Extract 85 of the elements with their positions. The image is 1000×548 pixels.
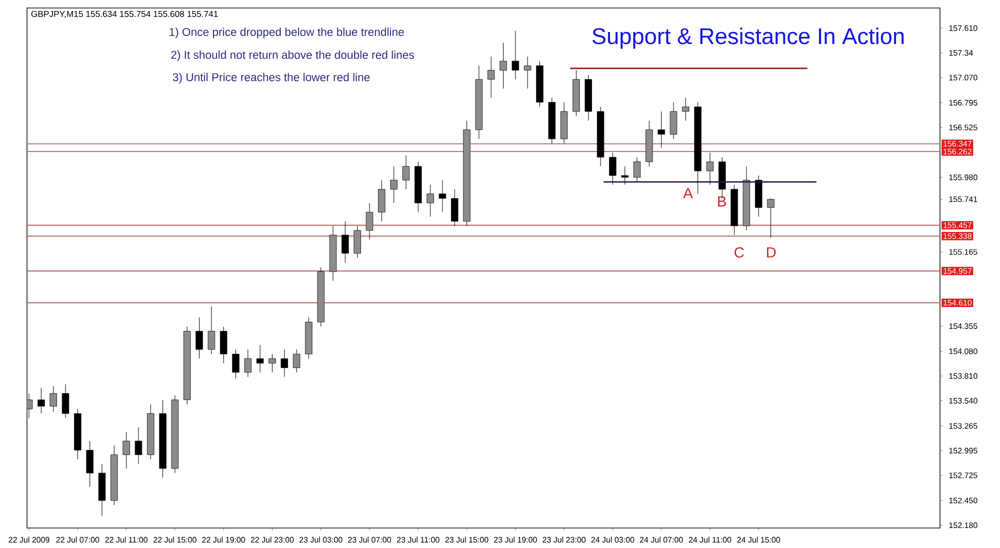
ref-line-label: 156.262: [944, 148, 972, 154]
ref-line-label: 154.957: [944, 268, 972, 274]
x-tick-label: 24 Jul 15:00: [737, 536, 780, 543]
text: Support & Resistance In Action: [592, 28, 904, 49]
y-tick-label: 153.810: [949, 373, 978, 379]
candlestick: [354, 226, 361, 258]
candlestick: [378, 180, 386, 222]
candlestick: [256, 344, 264, 373]
candlestick: [682, 97, 690, 121]
y-tick-label: 152.180: [949, 522, 978, 528]
y-tick-label: 157.610: [949, 25, 978, 31]
candlestick: [280, 349, 288, 378]
candlestick: [451, 188, 458, 226]
x-tick-label: 24 Jul 03:00: [591, 536, 634, 543]
candlestick: [62, 384, 70, 418]
y-tick-label: 153.540: [949, 398, 978, 404]
x-tick-label: 24 Jul 07:00: [640, 536, 683, 543]
candlestick: [512, 30, 520, 80]
candlestick: [292, 349, 300, 373]
ref-line-label: 156.347: [944, 140, 972, 147]
x-tick-label: 22 Jul 11:00: [105, 536, 148, 543]
candlestick: [500, 42, 507, 89]
candlestick: [488, 56, 495, 98]
candlestick: [670, 102, 678, 140]
candlestick: [767, 198, 774, 238]
annotation: C: [734, 247, 744, 258]
annotation: 1) Once price dropped below the blue trendline: [170, 28, 404, 38]
candlestick: [50, 386, 57, 412]
annotation: D: [767, 247, 776, 258]
ref-line-label: 155.457: [944, 222, 972, 228]
x-tick-label: 22 Jul 19:00: [202, 536, 246, 543]
candlestick: [220, 326, 228, 364]
x-tick-label: 23 Jul 03:00: [299, 536, 342, 543]
candlestick: [366, 202, 374, 240]
annotation: 3) Until Price reaches the lower red line: [172, 72, 370, 84]
candlestick: [438, 180, 446, 212]
annotation: B: [718, 196, 726, 206]
candlestick: [426, 184, 434, 217]
candlestick: [244, 349, 252, 378]
y-tick-label: 155.741: [949, 196, 978, 202]
y-tick-label: 155.980: [949, 174, 978, 180]
x-tick-label: 23 Jul 07:00: [348, 536, 391, 543]
y-tick-label: 155.165: [949, 249, 978, 255]
y-tick-label: 157.34: [949, 50, 973, 56]
y-tick-label: 156.795: [949, 100, 978, 106]
x-tick-label: 22 Jul 2009: [8, 536, 50, 543]
candlestick: [268, 354, 276, 373]
y-tick-label: 156.525: [949, 124, 978, 130]
candlestick: [86, 440, 94, 488]
candlestick: [208, 306, 216, 354]
candlestick: [232, 349, 240, 380]
candlestick: [524, 56, 532, 89]
x-tick-label: 22 Jul 15:00: [154, 536, 196, 543]
y-tick-label: 154.355: [949, 323, 978, 329]
candlestick: [621, 166, 628, 185]
ref-line-label: 155.338: [944, 233, 972, 239]
y-tick-label: 157.070: [949, 74, 978, 80]
candlestick: [609, 152, 616, 185]
candlestick: [706, 152, 714, 185]
candlestick: [38, 388, 45, 414]
x-tick-label: 23 Jul 23:00: [542, 536, 586, 543]
x-tick-label: 23 Jul 11:00: [397, 536, 440, 543]
x-tick-label: 24 Jul 11:00: [688, 536, 732, 543]
y-tick-label: 152.450: [949, 498, 978, 504]
annotation: 2) It should not return above the double red lines: [171, 50, 414, 62]
candlestick: [633, 156, 641, 182]
candlestick: [134, 427, 142, 464]
y-tick-label: 152.995: [949, 448, 978, 454]
candlestick: [658, 111, 665, 148]
x-tick-label: 22 Jul 23:00: [250, 536, 294, 543]
x-tick-label: 22 Jul 07:00: [56, 536, 100, 543]
candlestick: [122, 432, 130, 469]
y-tick-label: 154.080: [949, 348, 978, 354]
annotation: GBPJPY,M15 155.634 155.754 155.608 155.741: [31, 10, 218, 18]
annotation: A: [683, 188, 693, 198]
candlestick: [196, 317, 203, 359]
x-tick-label: 23 Jul 15:00: [445, 536, 488, 543]
candlestick: [27, 393, 33, 418]
y-tick-label: 152.725: [949, 472, 978, 478]
x-tick-label: 23 Jul 19:00: [494, 536, 537, 543]
candlestick: [342, 221, 349, 263]
ref-line-label: 154.610: [944, 300, 972, 306]
candlestick: [402, 155, 410, 190]
candlestick: [390, 166, 398, 204]
y-tick-label: 153.265: [949, 423, 978, 429]
